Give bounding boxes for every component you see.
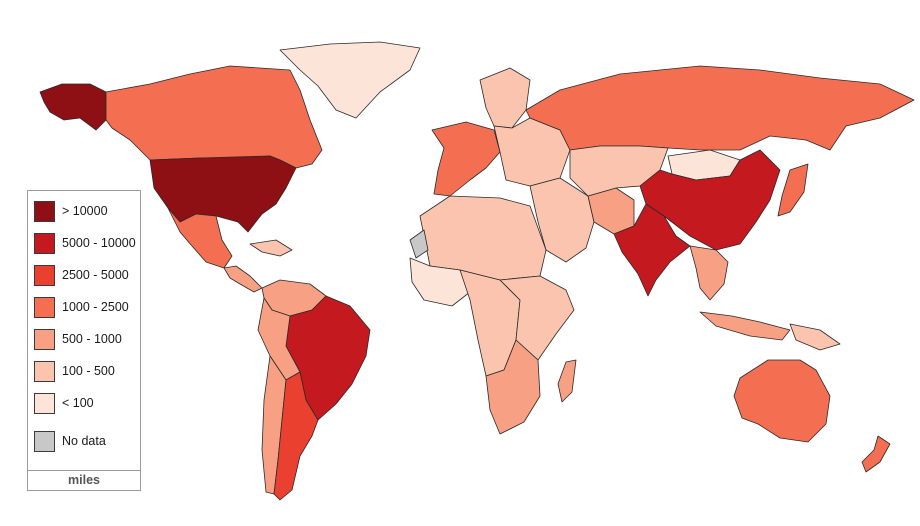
- region-west-africa[interactable]: [409, 257, 471, 307]
- region-argentina[interactable]: [273, 371, 319, 501]
- legend-item: 5000 - 10000: [34, 233, 138, 257]
- region-russia[interactable]: [525, 65, 915, 151]
- region-western-europe[interactable]: [431, 121, 501, 197]
- region-canada[interactable]: [105, 65, 323, 169]
- legend-label: < 100: [62, 396, 94, 410]
- legend-item: < 100: [34, 393, 138, 417]
- region-south-africa[interactable]: [485, 339, 541, 435]
- legend-item: 100 - 500: [34, 361, 138, 385]
- legend-swatch: [34, 201, 55, 222]
- region-japan[interactable]: [777, 163, 809, 217]
- region-new-zealand[interactable]: [861, 435, 891, 473]
- legend-label: 1000 - 2500: [62, 300, 129, 314]
- region-east-africa[interactable]: [499, 275, 575, 361]
- legend-item: 1000 - 2500: [34, 297, 138, 321]
- region-caribbean[interactable]: [249, 239, 293, 257]
- region-india[interactable]: [613, 203, 691, 297]
- legend-item: 500 - 1000: [34, 329, 138, 353]
- legend-label: 2500 - 5000: [62, 268, 129, 282]
- region-papua[interactable]: [789, 323, 841, 351]
- legend-swatch: [34, 329, 55, 350]
- region-madagascar[interactable]: [557, 359, 577, 403]
- legend-swatch: [34, 233, 55, 254]
- region-western-sahara[interactable]: [409, 229, 429, 259]
- legend-label: > 10000: [62, 204, 108, 218]
- region-eastern-europe[interactable]: [493, 117, 571, 187]
- region-indonesia[interactable]: [699, 311, 791, 341]
- region-usa[interactable]: [149, 155, 297, 233]
- region-middle-east[interactable]: [529, 177, 595, 263]
- region-mexico[interactable]: [167, 207, 233, 269]
- region-china[interactable]: [639, 149, 781, 251]
- legend-item: 2500 - 5000: [34, 265, 138, 289]
- region-alaska[interactable]: [39, 83, 107, 131]
- region-southeast-asia[interactable]: [689, 245, 729, 301]
- legend-swatch: [34, 361, 55, 382]
- legend-label: 5000 - 10000: [62, 236, 136, 250]
- map-legend: > 10000 5000 - 10000 2500 - 5000 1000 - 250…: [27, 190, 141, 491]
- legend-item: > 10000: [34, 201, 138, 225]
- legend-swatch: [34, 297, 55, 318]
- legend-swatch: [34, 393, 55, 414]
- legend-label: 500 - 1000: [62, 332, 122, 346]
- legend-swatch: [34, 265, 55, 286]
- region-scandinavia[interactable]: [479, 67, 531, 129]
- legend-label: No data: [62, 434, 106, 448]
- legend-item: No data: [34, 431, 138, 455]
- legend-label: 100 - 500: [62, 364, 115, 378]
- region-greenland[interactable]: [279, 41, 421, 119]
- legend-unit-label: miles: [28, 470, 140, 490]
- legend-swatch: [34, 431, 55, 452]
- region-iran[interactable]: [587, 187, 635, 235]
- region-central-america[interactable]: [223, 265, 263, 293]
- region-australia[interactable]: [733, 359, 831, 443]
